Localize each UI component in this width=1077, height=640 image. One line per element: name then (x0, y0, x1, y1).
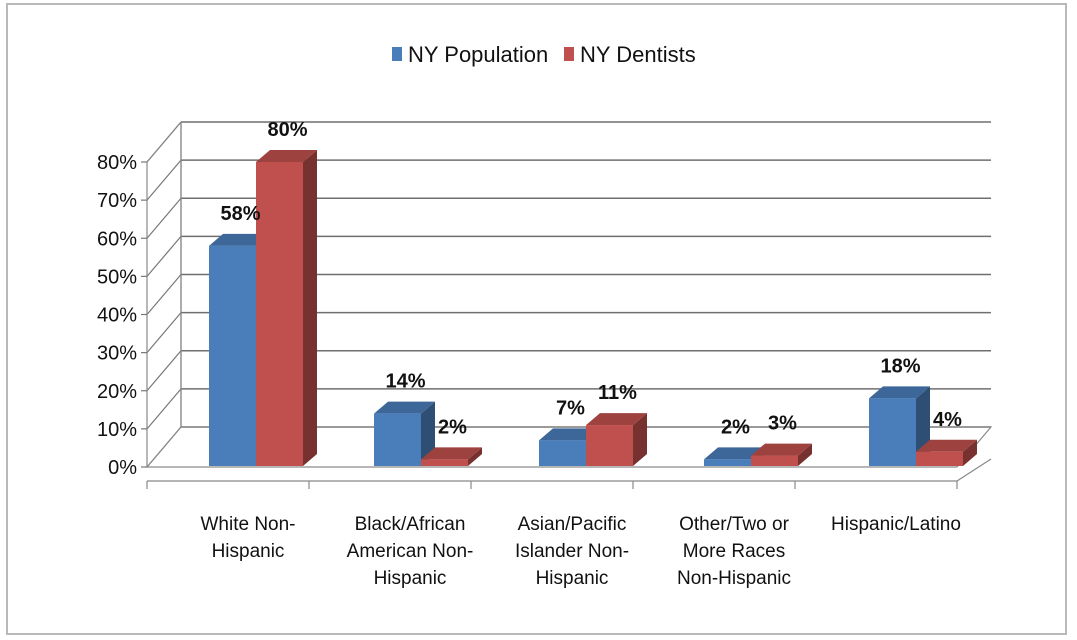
y-tick-label: 50% (97, 266, 137, 288)
bar-side (421, 401, 435, 466)
legend-label: NY Dentists (580, 42, 696, 67)
bar-front (916, 451, 963, 466)
legend-item: NY Population (392, 42, 548, 67)
y-tick-label: 20% (97, 381, 137, 403)
y-tick-label: 40% (97, 305, 137, 327)
bar-side (633, 413, 647, 466)
data-label: 2% (438, 416, 467, 438)
data-label: 7% (556, 397, 585, 419)
gridline-diagonal (146, 274, 182, 315)
data-label: 14% (385, 371, 425, 393)
legend-swatch (564, 47, 574, 61)
bars (209, 150, 977, 466)
category-label: White Non-Hispanic (200, 514, 295, 562)
data-label: 3% (768, 413, 797, 435)
category-label: Black/African American Non-Hispanic (347, 514, 474, 589)
bar (421, 447, 482, 466)
gridline-diagonal (146, 312, 182, 354)
legend: NY Population NY Dentists (392, 42, 696, 67)
y-tick-label: 60% (97, 228, 137, 250)
bar-front (209, 245, 256, 466)
bar-front (751, 455, 798, 466)
bar-front (539, 440, 586, 466)
x-axis: White Non-Hispanic Black/African American … (146, 458, 992, 589)
y-tick-label: 10% (97, 419, 137, 441)
y-tick-label: 0% (108, 457, 137, 479)
bar-top (586, 413, 647, 426)
bar-top (539, 428, 600, 441)
legend-item: NY Dentists (564, 42, 696, 67)
chart-floor (145, 426, 993, 468)
data-labels: 58% 80% 14% 2% 7% 11% 2% 3% 18% 4% (220, 119, 962, 438)
chart-frame (6, 3, 1067, 635)
gridline-diagonal (146, 197, 182, 239)
bar-front (374, 413, 421, 466)
bar-top (869, 386, 930, 399)
gridline-diagonal (146, 350, 182, 392)
bar-top (751, 443, 812, 456)
gridline-diagonal (146, 159, 182, 201)
bar-side (963, 439, 977, 466)
gridline-diagonal (146, 388, 182, 430)
y-tick-label: 80% (97, 152, 137, 174)
bar-side (303, 150, 317, 466)
bar (586, 413, 647, 466)
bar (256, 150, 317, 466)
legend-swatch (392, 47, 402, 61)
y-axis: 0% 10% 20% 30% 40% 50% 60% 70% 80% (97, 121, 182, 479)
bar-front (256, 162, 303, 466)
bar-top (374, 401, 435, 414)
legend-label: NY Population (408, 42, 548, 67)
bar-front (869, 398, 916, 466)
bar (751, 443, 812, 466)
bar (869, 386, 930, 466)
data-label: 80% (267, 119, 307, 141)
bar-side (468, 447, 482, 466)
bar (374, 401, 435, 466)
data-label: 2% (721, 416, 750, 438)
y-tick-label: 70% (97, 190, 137, 212)
y-tick-label: 30% (97, 343, 137, 365)
category-label: Other/Two or More Races Non-Hispanic (677, 514, 791, 589)
bar-front (704, 459, 751, 466)
bar-top (256, 150, 317, 162)
data-label: 58% (220, 203, 260, 225)
bar-front (586, 425, 633, 466)
bar-top (704, 447, 765, 460)
gridline-diagonal (146, 235, 182, 277)
data-label: 4% (933, 409, 962, 431)
bar-front (421, 459, 468, 466)
category-label: Hispanic/Latino (831, 514, 961, 535)
bar-side (798, 443, 812, 466)
bar (916, 439, 977, 466)
category-label: Asian/Pacific Islander Non-Hispanic (515, 514, 629, 589)
data-label: 11% (598, 382, 637, 404)
bar-top (916, 439, 977, 452)
bar-top (421, 447, 482, 460)
data-label: 18% (880, 355, 920, 377)
bar-top (209, 233, 270, 246)
